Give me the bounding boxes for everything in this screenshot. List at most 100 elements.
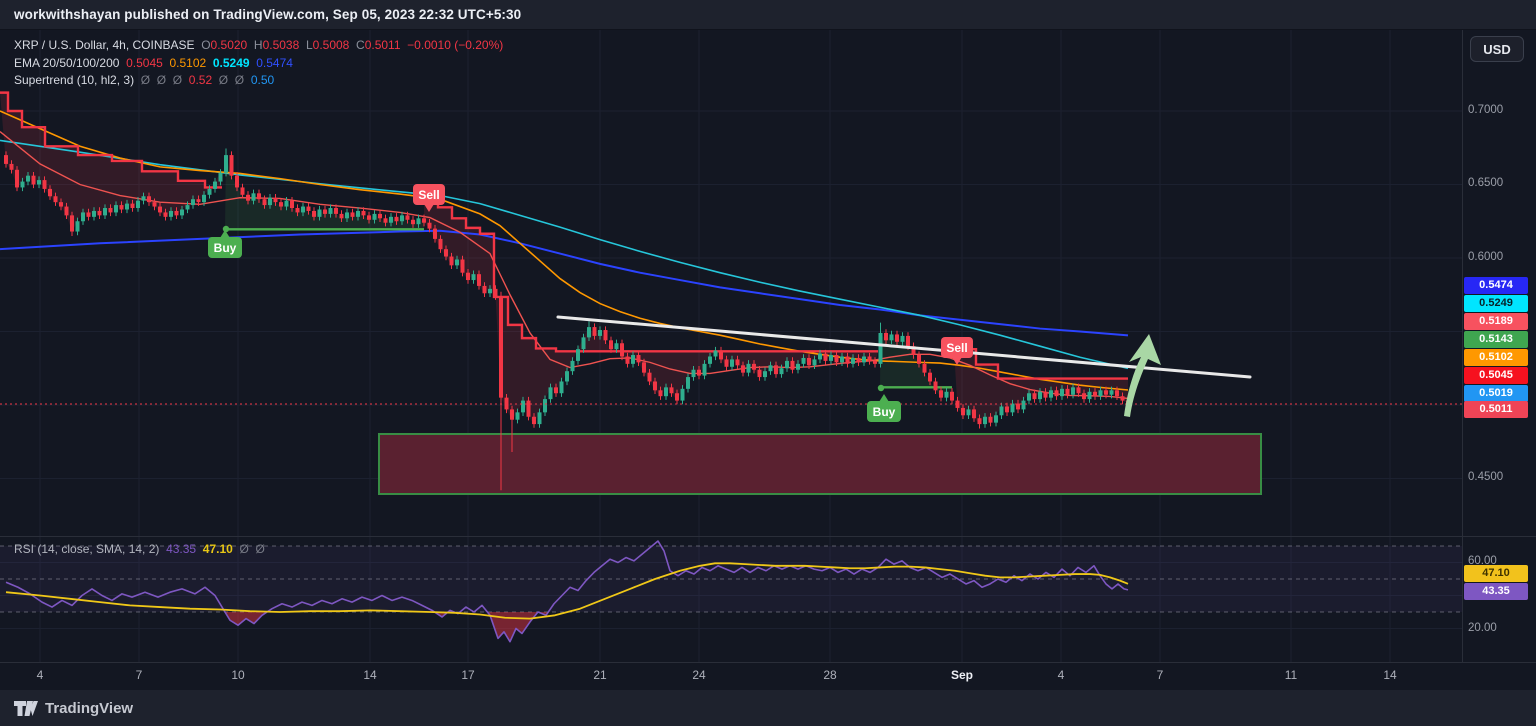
candle-body — [647, 372, 652, 382]
candle-body — [851, 357, 855, 364]
candle-body — [1060, 388, 1064, 397]
candle-body — [246, 194, 250, 201]
sell-marker[interactable] — [941, 337, 973, 358]
price-badge: 0.5011 — [1464, 400, 1528, 418]
candle-body — [290, 200, 294, 209]
price-tick-label: 0.4500 — [1468, 471, 1504, 483]
sell-marker[interactable] — [413, 184, 445, 205]
candle-body — [708, 356, 712, 364]
legend-symbol-row[interactable]: XRP / U.S. Dollar, 4h, COINBASE O0.5020 … — [14, 38, 503, 52]
candle-body — [653, 381, 657, 391]
price-badge: 0.5474 — [1464, 276, 1528, 294]
candle-body — [191, 199, 195, 206]
buy-marker[interactable] — [867, 401, 901, 422]
candle-body — [328, 208, 333, 214]
candle-body — [658, 390, 663, 397]
candle-body — [1076, 387, 1081, 394]
candle-body — [334, 208, 338, 214]
candle-body — [642, 362, 646, 373]
candle-body — [37, 180, 41, 185]
time-axis-separator — [0, 662, 1536, 663]
candle-body — [240, 187, 245, 195]
candle-body — [587, 327, 591, 338]
supertrend-fill-green — [880, 332, 952, 401]
candle-body — [961, 407, 965, 416]
support-zone-rectangle[interactable] — [378, 433, 1262, 495]
candle-body — [163, 212, 168, 217]
price-badge: 0.5143 — [1464, 330, 1528, 348]
candle-body — [202, 194, 206, 203]
candle-body — [383, 218, 388, 223]
candle-body — [422, 218, 426, 223]
tradingview-logo[interactable]: TradingView — [14, 700, 133, 717]
candle-body — [856, 357, 861, 363]
legend-segment: 0.5011 — [364, 38, 408, 52]
candle-body — [81, 212, 85, 222]
candle-body — [339, 213, 344, 219]
candle-body — [416, 218, 421, 225]
legend-segment: 0.5008 — [312, 38, 357, 52]
candle-body — [312, 210, 316, 217]
candle-body — [999, 406, 1004, 416]
candle-body — [103, 208, 107, 216]
candle-body — [279, 202, 283, 207]
candle-body — [86, 212, 91, 217]
supertrend-red-line — [424, 191, 878, 353]
candle-body — [603, 330, 608, 341]
buy-marker[interactable] — [208, 237, 242, 258]
candle-body — [763, 371, 767, 378]
legend-segment: L — [305, 38, 313, 52]
candle-body — [906, 335, 910, 347]
candle-body — [323, 209, 327, 214]
candle-body — [64, 206, 69, 216]
candle-body — [576, 349, 580, 361]
candle-body — [301, 206, 305, 213]
candle-body — [1005, 406, 1009, 413]
candle-body — [581, 337, 586, 350]
candle-body — [730, 359, 734, 367]
legend-rsi-row[interactable]: RSI (14, close, SMA, 14, 2) 43.35 47.10 … — [14, 542, 265, 556]
candle-body — [779, 368, 784, 375]
candle-body — [482, 285, 487, 294]
candle-body — [180, 209, 184, 216]
legend-segment: H — [253, 38, 263, 52]
price-axis-separator — [1462, 30, 1463, 662]
rsi-pane-separator[interactable] — [0, 536, 1536, 537]
attribution-bar: workwithshayan published on TradingView.… — [0, 0, 1536, 30]
candle-body — [119, 205, 124, 210]
legend-segment: 0.5102 — [169, 56, 213, 70]
candle-body — [460, 259, 465, 273]
candle-body — [449, 256, 454, 266]
legend-supertrend-row[interactable]: Supertrend (10, hl2, 3) Ø Ø Ø 0.52 Ø Ø 0… — [14, 73, 274, 87]
candle-body — [92, 210, 96, 217]
candle-body — [141, 196, 146, 201]
marker-pointer-icon — [952, 357, 962, 365]
legend-ema-row[interactable]: EMA 20/50/100/200 0.5045 0.5102 0.5249 0… — [14, 56, 293, 70]
legend-segment: 0.5045 — [126, 56, 170, 70]
candle-body — [614, 343, 619, 350]
trendline-drawing[interactable] — [556, 315, 1252, 379]
chart-canvas[interactable]: Buy Sell Buy Sell — [0, 30, 1536, 662]
candle-body — [466, 272, 470, 281]
candle-body — [834, 355, 839, 363]
candle-body — [185, 205, 190, 210]
candle-body — [889, 334, 894, 341]
legend-segment: RSI (14, close, SMA, 14, 2) — [14, 542, 167, 556]
sell-marker-label: Sell — [946, 341, 967, 355]
legend-segment: O — [201, 38, 211, 52]
candle-body — [367, 215, 371, 220]
candle-body — [735, 359, 740, 366]
candle-body — [356, 210, 360, 217]
arrow-up-drawing[interactable] — [1124, 334, 1161, 417]
buy-marker-label: Buy — [873, 405, 896, 419]
time-label: 21 — [593, 668, 607, 682]
legend-segment: 0.5249 — [212, 56, 257, 70]
candle-body — [928, 372, 932, 382]
candle-body — [724, 359, 729, 367]
price-badge: 0.5045 — [1464, 366, 1528, 384]
candle-body — [686, 377, 690, 389]
candle-body — [774, 365, 778, 375]
candle-body — [218, 172, 223, 182]
candle-body — [537, 412, 542, 425]
currency-unit-button[interactable]: USD — [1470, 36, 1524, 62]
